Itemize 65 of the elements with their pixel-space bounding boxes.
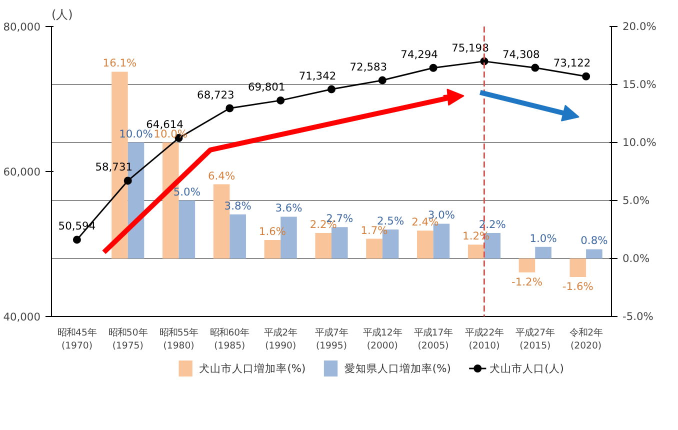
bar [570,258,586,278]
x-tick-label: 平成2年 (1990) [264,328,298,352]
x-tick-label: 昭和50年 (1975) [108,328,148,352]
point [429,64,438,72]
bar [468,244,484,258]
point [378,76,386,84]
bar [178,200,196,258]
y-tick-label: 40,000 [3,310,41,324]
legend-label: 犬山市人口(人) [490,362,564,375]
y2-tick-label: 5.0% [622,194,650,207]
x-tick-label: 昭和55年 (1980) [159,328,198,352]
y-tick-label: 60,000 [3,166,41,178]
data-label: 71,342 [298,69,336,82]
data-label: -1.6% [562,280,594,294]
data-label: 74,294 [400,48,438,61]
data-label: 72,583 [350,60,388,74]
y2-tick-label: 20.0% [622,20,656,33]
y2-tick-label: 0.0% [622,252,650,265]
point [124,176,132,185]
y-axis-title: (人) [52,8,73,22]
legend-label: 犬山市人口増加率(%) [199,362,306,375]
bar [315,232,332,258]
data-label: 74,308 [502,48,540,61]
data-label: 73,122 [553,56,591,70]
y2-tick-label: 10.0% [622,136,656,149]
point [328,85,336,94]
data-label: 2.2% [478,218,506,231]
x-tick-label: 平成22年 (2010) [464,328,504,352]
bar [230,214,246,258]
point [531,64,540,72]
x-tick-label: 昭和60年 (1985) [210,328,250,352]
x-tick-label: 平成12年 (2000) [362,328,402,352]
data-label: 69,801 [248,80,286,94]
bar [332,227,348,258]
x-tick-label: 昭和45年 (1970) [58,328,96,352]
data-label: 10.0% [119,128,153,140]
data-label: 6.4% [208,169,236,182]
bar [535,246,552,258]
data-label: 3.6% [275,202,302,215]
bar [417,230,434,258]
data-label: -1.2% [512,275,542,288]
x-tick-label: 令和2年 (2020) [570,328,603,352]
x-tick-label: 平成27年 (2015) [516,328,555,352]
y-tick-label: 80,000 [3,20,41,34]
data-label: 0.8% [580,234,608,248]
bar [518,258,536,272]
data-label: 1.6% [258,224,286,238]
data-label: 58,731 [95,160,133,174]
x-tick-label: 平成7年 (1995) [315,328,348,352]
data-label: 1.0% [530,232,557,245]
point [226,104,234,112]
legend-label: 愛知県人口増加率(%) [344,362,451,375]
y2-tick-label: 15.0% [622,78,656,91]
data-label: 5.0% [173,186,200,198]
bar [264,240,281,258]
y2-tick-label: -5.0% [622,310,654,323]
bar [586,249,602,258]
point [72,236,81,244]
data-label: 68,723 [197,88,234,102]
data-label: 16.1% [102,56,137,70]
x-tick-label: 平成17年 (2005) [414,328,453,352]
point [276,96,285,104]
point [582,72,590,80]
bar [366,238,382,258]
data-label: 3.8% [224,199,252,212]
